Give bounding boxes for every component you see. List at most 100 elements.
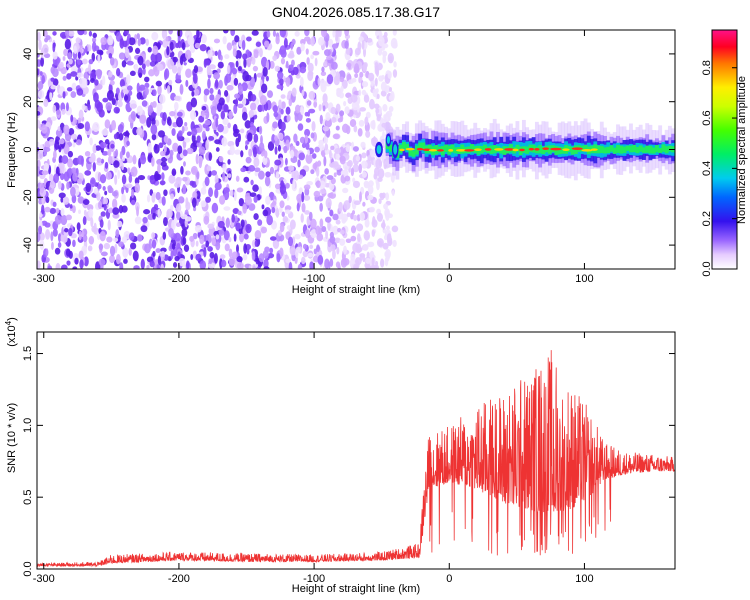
spectrogram-noise-cell	[253, 157, 260, 168]
spectrogram-noise-cell	[136, 127, 143, 136]
spectrogram-noise-cell	[371, 257, 375, 267]
spectrogram-noise-cell	[107, 219, 111, 231]
spectrogram-noise-cell	[250, 94, 257, 102]
spectrogram-noise-cell	[174, 182, 181, 188]
spectrogram-noise-cell	[223, 30, 229, 34]
snr-ytick-label: 0.0	[22, 561, 34, 576]
spectrogram-noise-cell	[248, 148, 253, 157]
spectrogram-noise-cell	[161, 172, 165, 181]
spectrogram-noise-cell	[93, 222, 97, 233]
spectrogram-noise-cell	[248, 164, 256, 172]
snr-ytick-label: 1.0	[22, 418, 34, 433]
spectrogram-noise-cell	[342, 258, 350, 266]
spectrogram-noise-cell	[166, 46, 170, 56]
spectrogram-noise-cell	[390, 91, 395, 102]
spectrogram-noise-cell	[253, 133, 259, 143]
spectrogram-noise-cell	[335, 34, 339, 42]
spectrogram-noise-cell	[345, 238, 352, 243]
spectrogram-noise-cell	[296, 46, 302, 55]
spectrogram-noise-cell	[84, 45, 88, 54]
spectrogram-noise-cell	[52, 51, 58, 60]
spectrogram-noise-cell	[203, 88, 210, 96]
spectrogram-noise-cell	[122, 88, 128, 94]
spectrogram-noise-cell	[75, 139, 82, 146]
spectrogram-noise-cell	[325, 37, 329, 48]
spectrogram-noise-cell	[121, 236, 128, 244]
spectrogram-noise-cell	[340, 229, 345, 235]
spectrogram-noise-cell	[103, 242, 111, 250]
spectrogram-noise-cell	[279, 30, 287, 38]
spectrogram-noise-cell	[301, 191, 305, 203]
spectrogram-noise-cell	[67, 52, 72, 60]
spectrogram-noise-cell	[249, 102, 257, 111]
spectrogram-marks	[37, 30, 675, 269]
spectrogram-noise-cell	[284, 157, 288, 166]
spectrogram-noise-cell	[163, 145, 167, 153]
spectrogram-noise-cell	[62, 56, 66, 61]
spectrogram-noise-cell	[296, 202, 300, 212]
spectrogram-noise-cell	[192, 232, 198, 240]
spectrogram-noise-cell	[209, 94, 215, 101]
spectrogram-noise-cell	[179, 83, 184, 95]
spectrogram-noise-cell	[117, 169, 121, 180]
spectrogram-noise-cell	[77, 122, 85, 130]
spectrogram-peak-cell	[437, 149, 444, 152]
spectrogram-noise-cell	[141, 63, 146, 70]
spectrogram-noise-cell	[331, 43, 339, 49]
spectrogram-noise-cell	[328, 38, 334, 48]
spectrogram-noise-cell	[372, 216, 376, 226]
spectrogram-noise-cell	[354, 110, 361, 116]
spectrogram-noise-cell	[382, 50, 388, 57]
spectrogram-noise-cell	[269, 247, 274, 254]
spectrogram-noise-cell	[263, 150, 268, 159]
spectrogram-noise-cell	[349, 119, 357, 128]
spectrogram-noise-cell	[216, 94, 221, 100]
spectrogram-noise-cell	[213, 38, 221, 44]
spectrogram-noise-cell	[370, 120, 376, 130]
spectrogram-noise-cell	[128, 174, 133, 184]
spectrogram-noise-cell	[235, 98, 239, 107]
spectrogram-peak-cell	[512, 148, 519, 152]
spectrogram-noise-cell	[214, 79, 219, 89]
spectrogram-noise-cell	[331, 225, 339, 235]
spectrogram-signal-cell	[393, 144, 398, 155]
spectrogram-noise-cell	[121, 60, 127, 68]
spectrogram-noise-cell	[41, 204, 45, 215]
spectrogram-noise-cell	[344, 30, 350, 37]
spectrogram-noise-cell	[151, 112, 157, 117]
spectrogram-noise-cell	[111, 98, 116, 106]
spectrogram-noise-cell	[219, 254, 226, 260]
snr-xtick-label: -200	[168, 573, 190, 585]
spectrogram-noise-cell	[224, 54, 230, 60]
spectrogram-noise-cell	[353, 200, 361, 206]
spectrogram-noise-cell	[294, 233, 301, 240]
spectrogram-noise-cell	[92, 122, 100, 133]
spectrogram-peak-cell	[464, 149, 475, 152]
spectrogram-noise-cell	[115, 68, 121, 77]
spectrogram-signal-cell	[661, 144, 666, 152]
spectrogram-noise-cell	[41, 74, 46, 85]
spectrogram-peak-cell	[428, 148, 438, 152]
spectrogram-noise-cell	[109, 57, 115, 66]
spectrogram-signal-cell	[388, 144, 393, 152]
spectrogram-noise-cell	[261, 204, 265, 210]
spectrogram-noise-cell	[269, 236, 277, 241]
spectrogram-noise-cell	[77, 30, 85, 36]
spectrogram-noise-cell	[343, 100, 347, 107]
spectrogram-noise-cell	[359, 191, 362, 203]
spectrogram-noise-cell	[56, 109, 61, 116]
spectrogram-noise-cell	[254, 167, 261, 173]
spectrogram-noise-cell	[299, 76, 304, 88]
spectrogram-signal-cell	[376, 144, 382, 155]
spectrogram-noise-cell	[82, 199, 90, 206]
spectrogram-noise-cell	[61, 234, 68, 243]
spectrogram-noise-cell	[319, 202, 323, 212]
spectrogram-noise-cell	[65, 30, 70, 38]
spectrogram-noise-cell	[103, 204, 107, 211]
spectrogram-noise-cell	[88, 30, 93, 37]
spectrogram-noise-cell	[274, 183, 281, 190]
spectrogram-noise-cell	[71, 82, 77, 91]
spectrogram-noise-cell	[156, 102, 163, 112]
spectrogram-noise-cell	[235, 49, 242, 60]
